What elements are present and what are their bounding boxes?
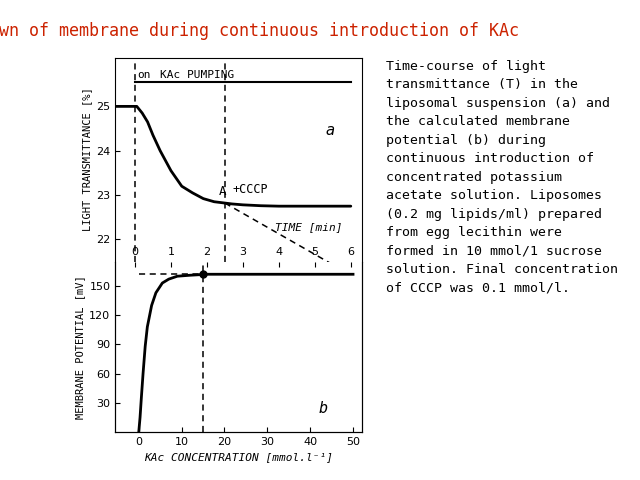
Text: TIME [min]: TIME [min] [275,223,343,232]
Text: A: A [218,185,226,198]
Text: +CCCP: +CCCP [232,183,268,196]
Text: a: a [326,123,335,138]
Text: Time-course of light
transmittance (T) in the
liposomal suspension (a) and
the c: Time-course of light transmittance (T) i… [386,60,618,295]
Text: on: on [138,70,151,80]
Y-axis label: LIGHT TRANSMITTANCE [%]: LIGHT TRANSMITTANCE [%] [82,88,92,231]
Text: KAc PUMPING: KAc PUMPING [160,70,234,80]
Y-axis label: MEMBRANE POTENTIAL [mV]: MEMBRANE POTENTIAL [mV] [75,275,85,419]
Text: b: b [319,400,328,416]
X-axis label: KAc CONCENTRATION [mmol.l⁻¹]: KAc CONCENTRATION [mmol.l⁻¹] [144,453,333,462]
Text: Breakdown of membrane during continuous introduction of KAc: Breakdown of membrane during continuous … [0,22,519,40]
